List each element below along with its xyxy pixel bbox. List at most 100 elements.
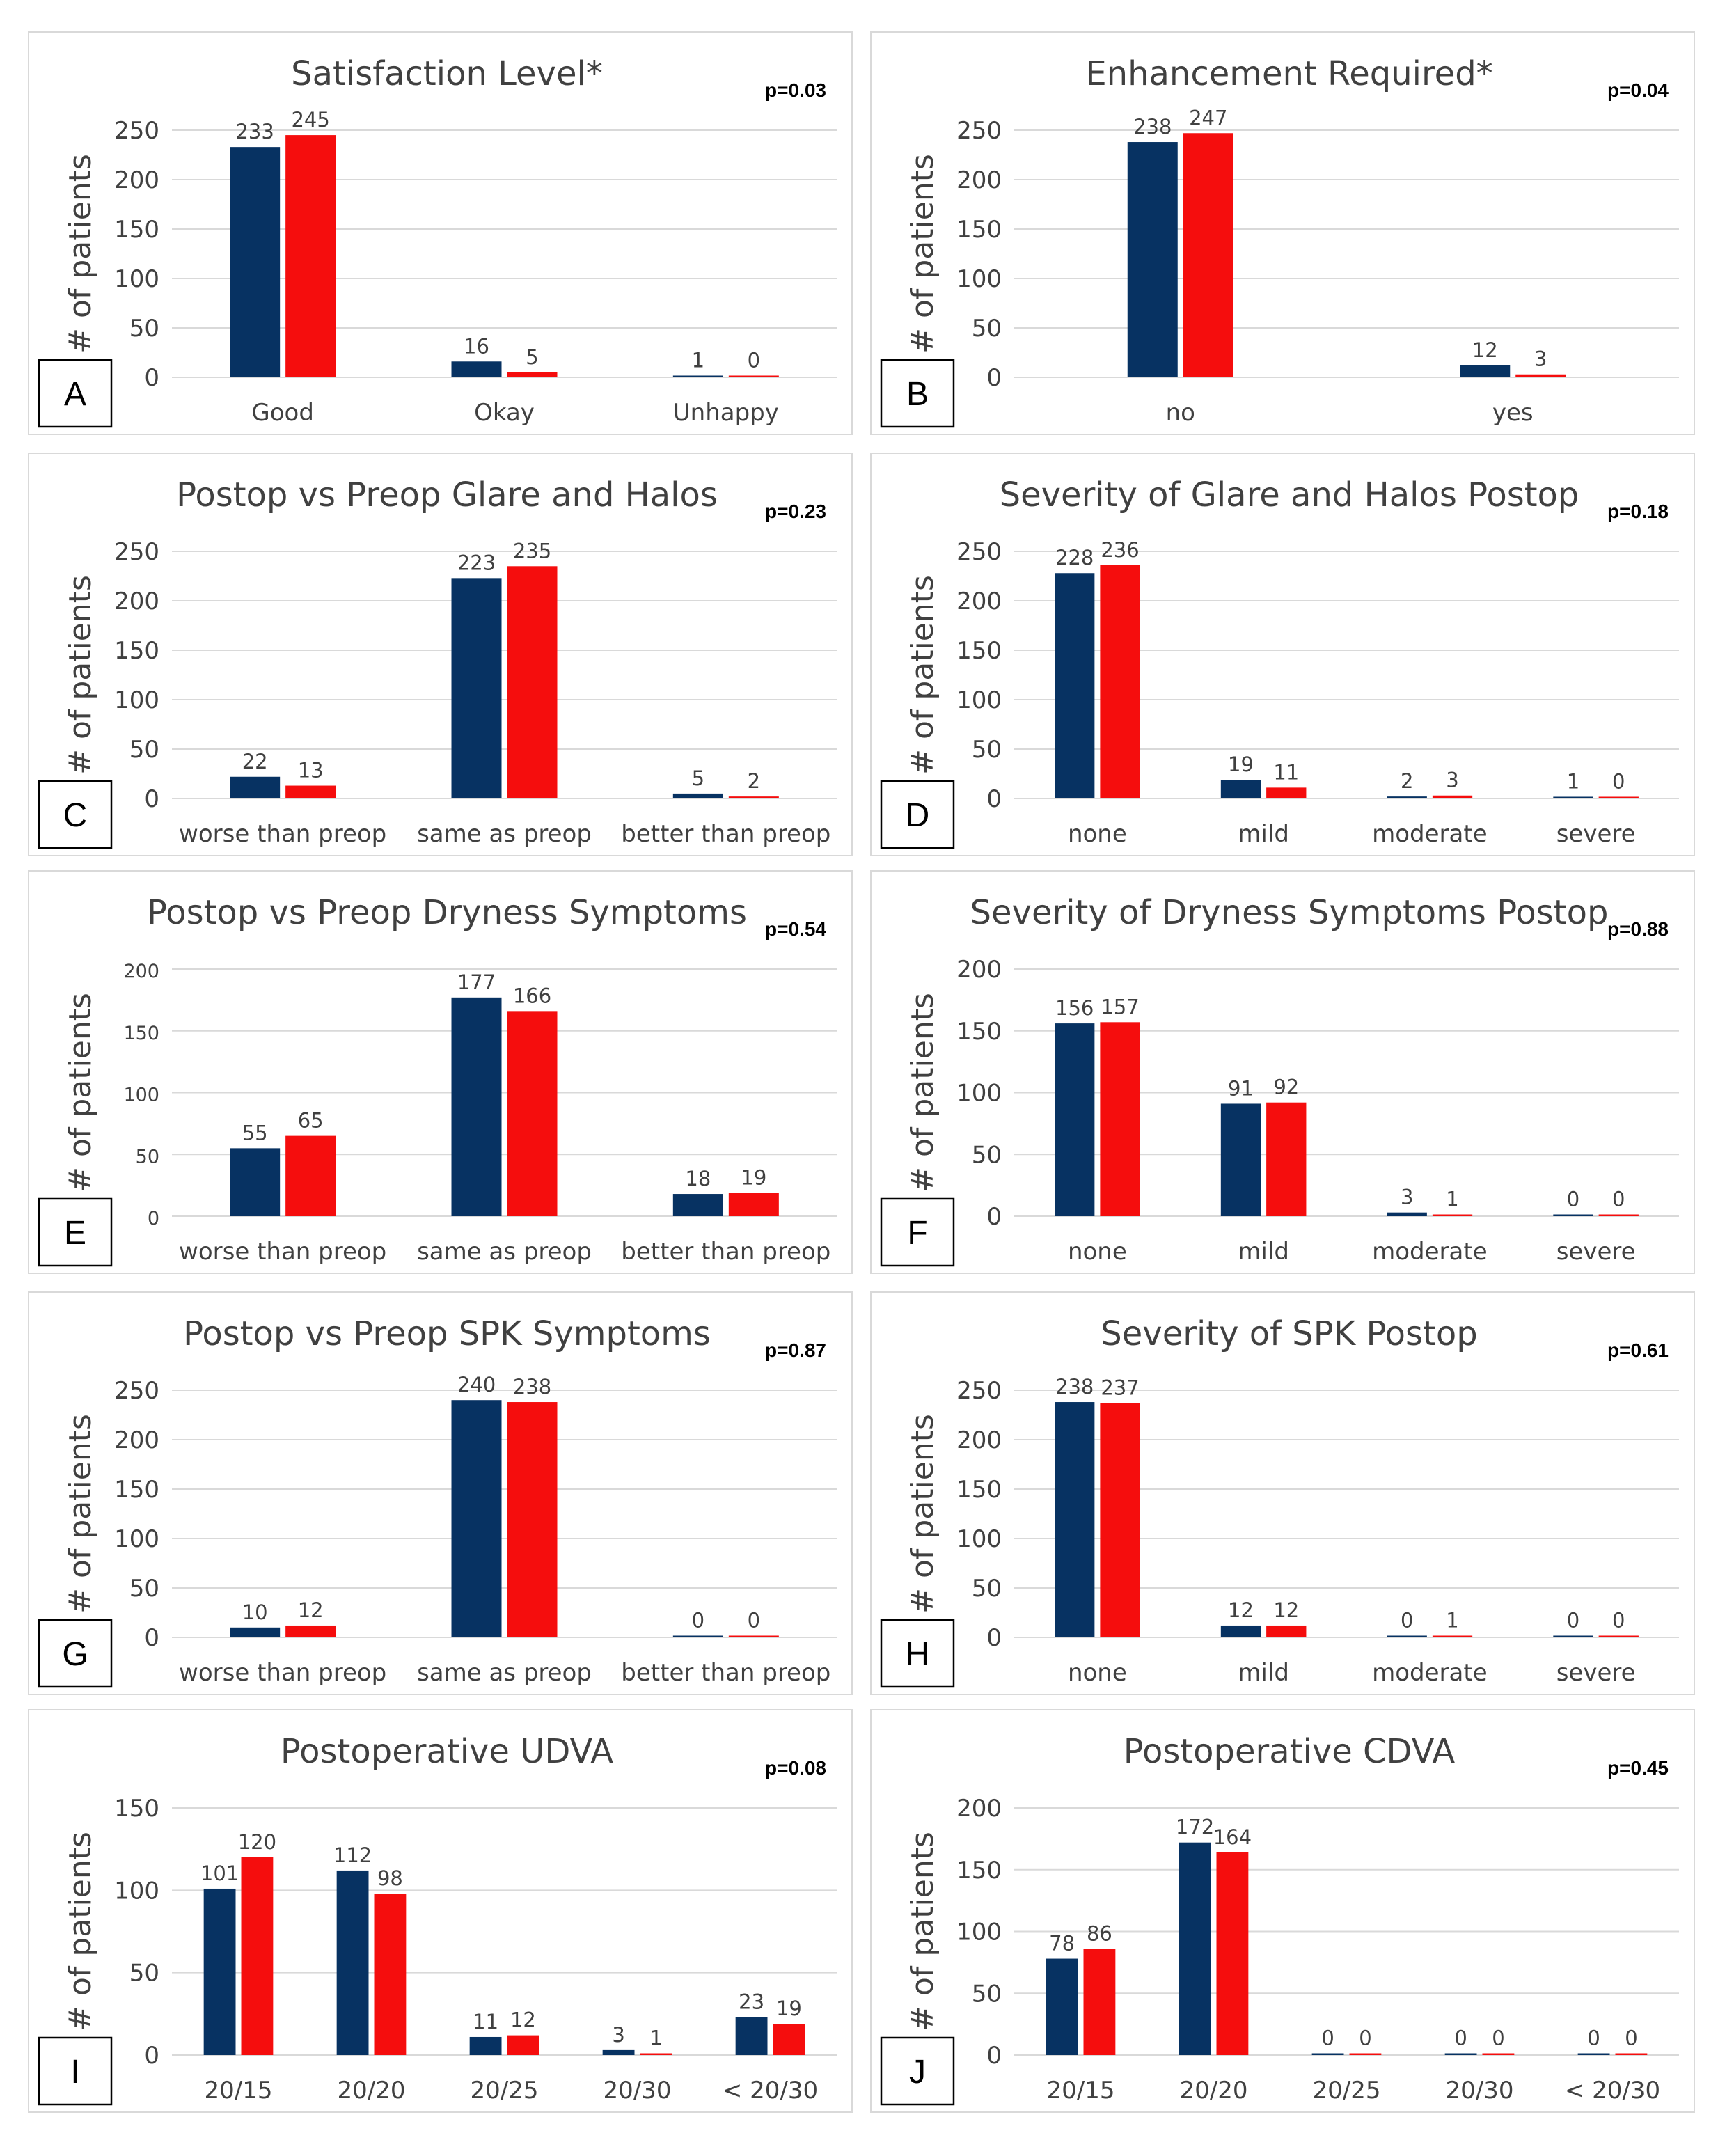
p-value: p=0.23 [765, 501, 826, 522]
x-category-label: better than preop [621, 820, 830, 848]
chart-svg: 0 50 100 150 Postoperative UDVA p=0.08 # of pa… [38, 1732, 837, 2106]
panel-letter: H [906, 1636, 930, 1673]
data-label: 0 [692, 1609, 704, 1632]
y-tick-label: 50 [136, 1146, 159, 1167]
x-category-label: 20/25 [1313, 2077, 1381, 2104]
bar-h-s1-c4 [1553, 1635, 1593, 1637]
data-label: 112 [333, 1843, 372, 1867]
bar-d-s2-c1 [1100, 565, 1140, 798]
data-label: 16 [464, 334, 489, 358]
data-label: 0 [1454, 2027, 1467, 2050]
y-tick-label: 200 [114, 1426, 159, 1454]
x-category-label: 20/30 [604, 2077, 672, 2104]
data-label: 237 [1101, 1376, 1139, 1399]
bar-g-s1-c3 [672, 1635, 723, 1637]
p-value: p=0.54 [765, 918, 826, 940]
data-label: 12 [510, 2008, 536, 2032]
bar-b-s1-c2 [1460, 365, 1511, 377]
data-label: 3 [612, 2023, 624, 2047]
y-tick-label: 200 [956, 1426, 1002, 1454]
bar-d-s2-c4 [1598, 796, 1639, 798]
bar-j-s1-c2 [1179, 1842, 1211, 2055]
bar-c-s2-c3 [728, 796, 779, 798]
bar-d-s1-c4 [1553, 796, 1593, 798]
x-category-label: Unhappy [673, 399, 779, 427]
bar-i-s1-c1 [203, 1888, 236, 2055]
data-label: 166 [513, 984, 551, 1007]
y-tick-label: 200 [114, 166, 159, 194]
chart-svg: 0 50 100 150 200 250 Enhancement Required* p=0.… [880, 54, 1679, 428]
y-tick-label: 200 [114, 588, 159, 615]
y-tick-label: 50 [972, 1141, 1002, 1169]
y-tick-label: 100 [114, 265, 159, 293]
bar-b-s2-c1 [1183, 133, 1233, 377]
panel-letter: C [63, 797, 88, 834]
y-tick-label: 0 [144, 2042, 159, 2070]
y-tick-label: 150 [956, 637, 1002, 665]
data-label: 236 [1101, 538, 1139, 562]
x-category-label: better than preop [621, 1659, 830, 1687]
bar-i-s1-c4 [602, 2049, 635, 2055]
y-tick-label: 150 [956, 1857, 1002, 1884]
data-label: 12 [1472, 338, 1498, 362]
bar-i-s2-c5 [773, 2024, 805, 2055]
y-axis-label: # of patients [63, 993, 98, 1193]
data-label: 238 [513, 1375, 551, 1399]
y-tick-label: 0 [986, 364, 1002, 392]
chart-panel-g: 0 50 100 150 200 250 Postop vs Preop SPK Sympt… [28, 1291, 853, 1695]
chart-title: Postoperative UDVA [281, 1732, 613, 1771]
y-tick-label: 250 [956, 538, 1002, 566]
y-axis-label: # of patients [905, 993, 940, 1193]
data-label: 233 [235, 120, 274, 143]
y-tick-label: 100 [956, 1080, 1002, 1108]
bar-c-s2-c1 [285, 785, 336, 798]
y-tick-label: 0 [986, 785, 1002, 813]
p-value: p=0.18 [1607, 501, 1669, 522]
data-label: 0 [748, 1609, 760, 1632]
bar-j-s1-c1 [1046, 1958, 1078, 2055]
bar-e-s1-c3 [672, 1194, 723, 1216]
x-category-label: worse than preop [179, 1659, 386, 1687]
y-tick-label: 150 [114, 1476, 159, 1504]
y-tick-label: 200 [956, 166, 1002, 194]
x-category-label: Okay [474, 399, 535, 427]
bar-i-s1-c3 [469, 2036, 502, 2055]
chart-panel-a: 0 50 100 150 200 250 Satisfaction Level* p=0.03… [28, 31, 853, 435]
bar-g-s2-c2 [507, 1402, 558, 1637]
chart-title: Severity of Glare and Halos Postop [1000, 475, 1579, 514]
p-value: p=0.61 [1607, 1339, 1669, 1361]
chart-panel-h: 0 50 100 150 200 250 Severity of SPK Postop p=0… [870, 1291, 1695, 1695]
chart-title: Postoperative CDVA [1124, 1732, 1456, 1771]
x-category-label: none [1068, 1659, 1127, 1687]
y-tick-label: 0 [148, 1208, 159, 1229]
bar-f-s1-c1 [1055, 1023, 1095, 1216]
y-axis-label: # of patients [63, 575, 98, 775]
panel-letter-box [880, 359, 955, 428]
y-tick-label: 0 [144, 785, 159, 813]
chart-title: Severity of Dryness Symptoms Postop [970, 893, 1609, 932]
bar-a-s1-c2 [451, 361, 502, 377]
panel-letter-box [38, 1197, 113, 1267]
chart-panel-b: 0 50 100 150 200 250 Enhancement Required* p=0.… [870, 31, 1695, 435]
bar-c-s1-c1 [230, 776, 281, 798]
data-label: 0 [1567, 1188, 1579, 1211]
x-category-label: mild [1238, 820, 1289, 848]
x-category-label: worse than preop [179, 1238, 386, 1266]
data-label: 3 [1401, 1186, 1413, 1209]
bar-g-s1-c2 [451, 1400, 502, 1637]
bar-j-s2-c1 [1083, 1949, 1116, 2055]
x-category-label: mild [1238, 1659, 1289, 1687]
bar-i-s1-c5 [735, 2017, 768, 2055]
bar-h-s1-c3 [1387, 1635, 1427, 1637]
data-label: 5 [692, 766, 704, 790]
y-tick-label: 100 [956, 686, 1002, 714]
data-label: 2 [748, 769, 760, 793]
y-tick-label: 150 [123, 1023, 159, 1044]
bar-h-s2-c2 [1266, 1625, 1307, 1637]
data-label: 19 [776, 1997, 802, 2020]
chart-panel-i: 0 50 100 150 Postoperative UDVA p=0.08 # of pa… [28, 1709, 853, 2113]
y-tick-label: 100 [114, 686, 159, 714]
data-label: 11 [473, 2010, 498, 2033]
panel-letter-box [38, 359, 113, 428]
